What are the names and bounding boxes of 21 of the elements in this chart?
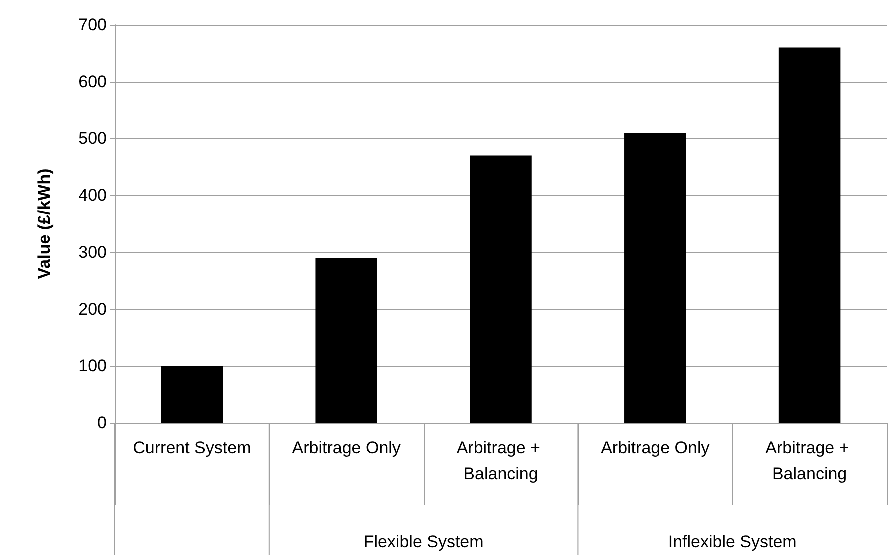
x-tick-label: Arbitrage Only: [601, 438, 710, 458]
bar: [624, 133, 686, 423]
x-tick-label: Arbitrage + Balancing: [766, 438, 854, 484]
x-tick-label: Arbitrage Only: [292, 438, 402, 458]
y-tick-label: 0: [98, 414, 107, 432]
x-tick-label: Arbitrage + Balancing: [456, 438, 546, 484]
y-tick-label: 600: [78, 72, 107, 92]
bar: [316, 258, 378, 423]
text: Inflexible System: [668, 532, 797, 552]
bar: [161, 366, 224, 423]
y-tick-label: 700: [78, 16, 107, 34]
x-tick-label: Current System: [133, 438, 252, 458]
y-tick-label: 300: [78, 242, 107, 262]
bar: [470, 156, 532, 423]
y-axis-title: Value (£/kWh): [35, 168, 54, 280]
y-tick-label: 500: [78, 129, 107, 148]
y-tick-label: 400: [78, 186, 107, 206]
y-tick-label: 200: [78, 300, 107, 319]
y-tick-label: 100: [78, 356, 107, 376]
text: Flexible System: [364, 532, 484, 552]
bar: [778, 48, 841, 423]
